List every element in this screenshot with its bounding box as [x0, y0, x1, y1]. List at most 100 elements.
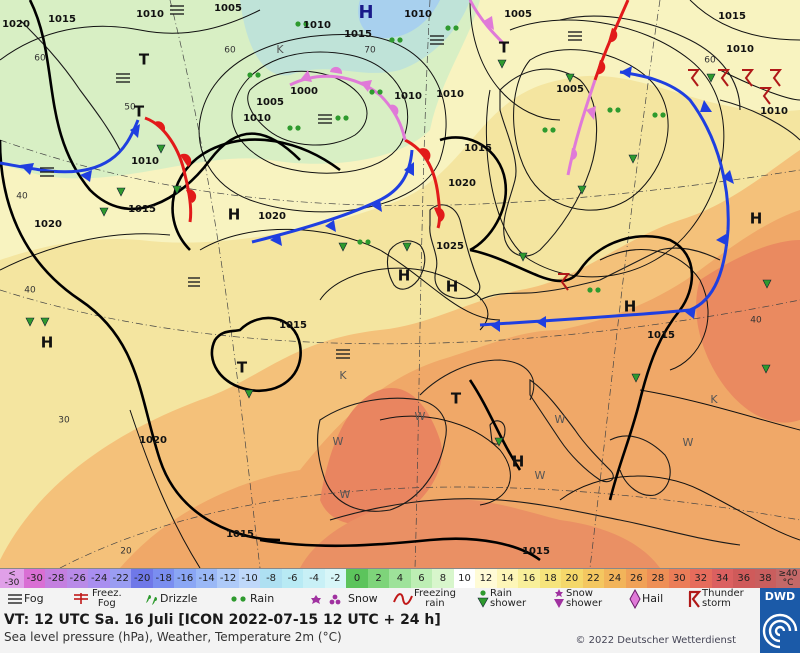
scale-cell: 34: [711, 569, 734, 589]
isobar-1015-east: [469, 234, 694, 501]
cold-front-barb: [372, 199, 382, 212]
scale-cell: 4: [389, 569, 411, 589]
pressure-label: 1015: [522, 546, 550, 557]
coast-scandinavia: [499, 68, 598, 257]
graticule-line: [169, 0, 261, 569]
legend-freezing-rain-label: Freezing rain: [414, 588, 456, 609]
pressure-label: 1005: [256, 97, 284, 108]
low-pressure-center: T: [237, 359, 248, 377]
temp-zone-coldest: [358, 0, 440, 39]
coastlines: [19, 15, 800, 546]
rain-symbol: [445, 25, 459, 31]
weather-map: 1010 1015 1020 1005 1010 1015 1010 1005 1015 1010…: [0, 0, 800, 569]
rain-shower-symbol: [172, 185, 182, 195]
pressure-label: 1015: [464, 143, 492, 154]
temperature-scale: < -30 -30 -28 -26 -24 -22 -20 -18 -16 -14 -12 -10-…: [0, 568, 800, 590]
temperature-labels: 60 60 70 50 60 40 40 40 30 20: [16, 46, 762, 557]
legend-rain: Rain: [228, 588, 274, 610]
occlusion-bump: [388, 104, 399, 116]
isobar: [199, 228, 501, 321]
warm-front-bump: [596, 60, 606, 75]
scale-cell: -22: [109, 569, 132, 589]
thunderstorm-symbol: [742, 69, 754, 87]
isobars-thin: [0, 0, 800, 569]
isobars-thick: [0, 0, 694, 562]
scale-cell: 12: [475, 569, 497, 589]
fog-symbol: [318, 114, 332, 124]
coast-finland: [559, 15, 741, 111]
rain-shower-symbol: [244, 389, 254, 399]
rain-symbol: [389, 37, 403, 43]
legend-freezing-fog-label: Freez. Fog: [92, 588, 122, 609]
fog-symbol: [336, 349, 350, 359]
rain-shower-symbol: [628, 154, 638, 164]
scale-min-value: -30: [4, 578, 20, 588]
warm-marker: W: [683, 436, 694, 449]
snow-icon: [311, 594, 341, 605]
legend-rain-shower-label: Rain shower: [490, 588, 527, 609]
scale-cell: -18: [152, 569, 175, 589]
warm-front-bump: [186, 189, 197, 203]
temperature-label: 60: [704, 56, 716, 66]
scale-cell: 32: [690, 569, 712, 589]
isobar: [247, 70, 368, 146]
pressure-label: 1015: [226, 529, 254, 540]
scale-cell: 20: [561, 569, 583, 589]
pressure-label: 1015: [647, 330, 675, 341]
cold-front-barb: [722, 170, 734, 184]
isobar: [559, 475, 800, 541]
legend-freezing-rain: Freezing rain: [392, 588, 456, 610]
high-pressure-center: H: [750, 210, 763, 228]
temperature-label: 70: [364, 46, 376, 56]
rain-shower-symbol: [518, 252, 528, 262]
copyright: © 2022 Deutscher Wetterdienst: [575, 635, 736, 646]
high-pressure-center: H: [358, 2, 373, 23]
thunderstorm-icon: [688, 590, 702, 608]
fog-symbol: [188, 277, 200, 287]
cold-front-barb: [490, 320, 500, 332]
pressure-label: 1010: [243, 113, 271, 124]
scale-cell: -10: [238, 569, 261, 589]
scale-cell: -4: [303, 569, 325, 589]
pressure-label: 1010: [131, 156, 159, 167]
isobar: [0, 233, 171, 271]
warm-fronts: [144, 0, 630, 229]
pressure-label: 1025: [436, 241, 464, 252]
pressure-centers: H T T T H H H H H H T T H: [41, 2, 763, 471]
coast-iberia: [316, 397, 447, 512]
rain-symbol: [587, 287, 601, 293]
legend-snow-label: Snow: [348, 592, 378, 605]
cold-front-barb: [620, 66, 632, 78]
cold-front-barb: [716, 234, 728, 246]
coast-greenland: [19, 19, 121, 151]
legend-snow-shower-label: Snow shower: [566, 588, 603, 609]
thunderstorm-symbol: [688, 69, 700, 87]
scale-max-cell: ≥40 °C: [776, 569, 800, 590]
scale-cell: 28: [647, 569, 669, 589]
weather-legend: Fog Freez. Fog Drizzle Rain Snow Freezin…: [0, 588, 760, 611]
warm-cold-markers: K K K W W W W W W: [276, 43, 718, 501]
isobar-1015-b: [171, 138, 341, 251]
pressure-labels: 1010 1015 1020 1005 1010 1015 1010 1005 1015 1010…: [2, 3, 788, 557]
pressure-label: 1010: [726, 44, 754, 55]
scale-cell: -16: [174, 569, 196, 589]
low-pressure-center: T: [139, 51, 150, 69]
cold-front: [251, 149, 414, 244]
occlusion-barb: [586, 106, 596, 120]
graticule-line: [414, 0, 431, 569]
temp-zone-hot-africa: [300, 499, 660, 568]
rain-shower-symbol: [706, 73, 716, 83]
legend-hail-label: Hail: [642, 592, 664, 605]
legend-drizzle-label: Drizzle: [160, 592, 198, 605]
scale-max-symbol: ≥40: [778, 569, 798, 579]
pressure-label: 1020: [448, 178, 476, 189]
scale-cell: 22: [582, 569, 605, 589]
dwd-swirl-icon: [762, 613, 798, 649]
map-footer: VT: 12 UTC Sa. 16 Juli [ICON 2022-07-15 …: [0, 610, 760, 653]
isobar: [719, 69, 800, 101]
scale-cell: 8: [432, 569, 454, 589]
scale-cell: -24: [88, 569, 110, 589]
coast-north-europe: [479, 247, 721, 301]
occlusion-bump: [570, 148, 578, 161]
pressure-label: 1000: [290, 86, 318, 97]
